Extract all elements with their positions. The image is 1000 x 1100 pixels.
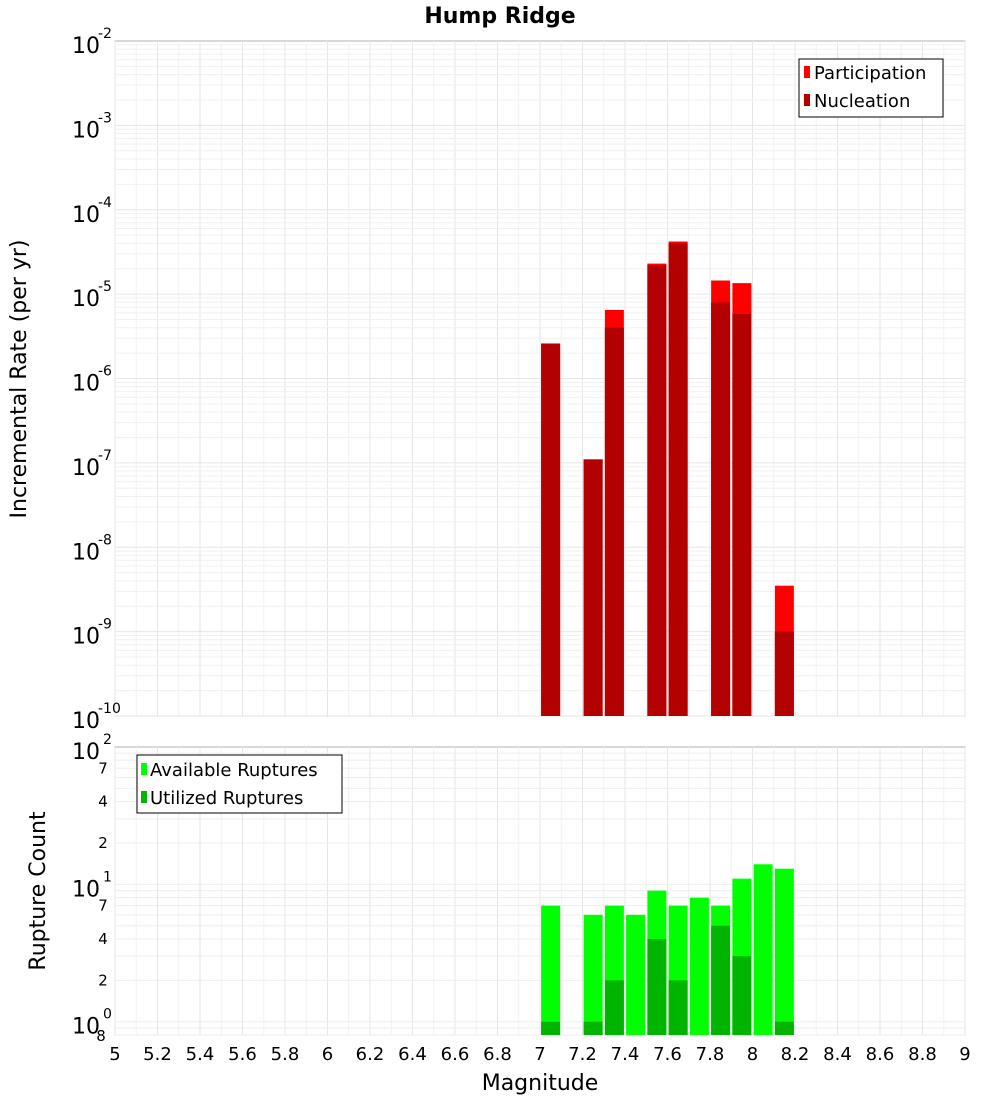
y-tick-exponent: -8 [98,532,112,548]
y-tick-label: 10 [72,34,100,59]
bar-nucleation [541,343,561,716]
top-bars [541,241,794,717]
y-tick-label: 10 [72,877,100,902]
legend-label-available-ruptures: Available Ruptures [150,760,318,781]
x-tick-label: 6.4 [398,1044,427,1065]
y-tick-label: 10 [72,709,100,734]
x-tick-label: 8.4 [823,1044,852,1065]
y-tick-exponent: -2 [98,26,112,42]
legend-swatch-participation [804,66,810,78]
bar-available-ruptures [541,905,561,1035]
y-tick-minor-label: 7 [98,897,108,915]
x-axis-ticks: 5 5.2 5.4 5.6 5.8 6 6.2 6.4 6.6 6.8 7 7.2 7.4 7.6 7.8 8… [109,1044,970,1065]
x-tick-label: 5.6 [228,1044,257,1065]
bar-available-ruptures [774,868,794,1035]
bottom-grid [114,747,966,1036]
y-tick-label: 10 [72,203,100,228]
bar-utilized-ruptures [732,956,752,1035]
y-tick-minor-label: 2 [98,971,108,989]
y-tick-exponent: 0 [103,1007,112,1023]
top-grid [114,41,966,717]
y-tick-label: 10 [72,740,100,765]
x-tick-label: 7.6 [653,1044,682,1065]
bar-nucleation [732,314,752,716]
legend-label-utilized-ruptures: Utilized Ruptures [150,788,303,809]
bar-nucleation [583,459,603,716]
x-tick-label: 5.4 [186,1044,215,1065]
y-tick-minor-label: 8 [96,1027,106,1045]
legend-swatch-nucleation [804,94,810,106]
x-tick-label: 8.6 [866,1044,895,1065]
y-tick-label: 10 [72,287,100,312]
y-tick-label: 10 [72,1015,100,1040]
bar-available-ruptures [689,897,709,1035]
bar-utilized-ruptures [647,939,667,1035]
bar-utilized-ruptures [711,925,731,1035]
bar-nucleation [647,265,667,716]
bar-utilized-ruptures [668,980,688,1035]
x-tick-label: 6.8 [483,1044,512,1065]
y-tick-exponent: -6 [98,364,112,380]
bar-available-ruptures [626,914,646,1035]
y-tick-label: 10 [72,540,100,565]
top-legend: Participation Nucleation [798,58,944,118]
x-tick-label: 7.2 [568,1044,597,1065]
bottom-legend: Available Ruptures Utilized Ruptures [136,754,343,814]
legend-swatch-available [141,763,147,775]
x-tick-label: 8.2 [781,1044,810,1065]
bar-utilized-ruptures [774,1021,794,1035]
x-tick-label: 6 [322,1044,333,1065]
y-tick-minor-label: 4 [98,930,108,948]
x-tick-label: 7 [534,1044,545,1065]
chart-title: Hump Ridge [424,4,575,29]
bar-available-ruptures [753,864,773,1035]
x-tick-label: 9 [959,1044,970,1065]
legend-swatch-utilized [141,791,147,803]
bar-utilized-ruptures [541,1021,561,1035]
y-tick-label: 10 [72,372,100,397]
y-tick-label: 10 [72,456,100,481]
y-tick-label: 10 [72,625,100,650]
bar-utilized-ruptures [604,980,624,1035]
x-axis-label: Magnitude [482,1071,599,1096]
x-tick-label: 5.2 [143,1044,172,1065]
y-tick-exponent: -9 [98,617,112,633]
legend-label-nucleation: Nucleation [814,91,910,112]
bottom-bars [541,864,794,1035]
x-tick-label: 7.4 [611,1044,640,1065]
y-tick-minor-label: 2 [98,834,108,852]
x-tick-label: 6.6 [441,1044,470,1065]
x-tick-label: 8 [747,1044,758,1065]
top-y-axis-label: Incremental Rate (per yr) [7,240,32,519]
y-tick-minor-label: 4 [98,793,108,811]
bar-available-ruptures [583,914,603,1035]
bar-nucleation [604,327,624,716]
x-tick-label: 6.2 [356,1044,385,1065]
y-tick-exponent: -4 [98,195,112,211]
y-tick-minor-label: 7 [98,759,108,777]
x-tick-label: 5.8 [271,1044,300,1065]
y-tick-exponent: -3 [98,110,112,126]
x-tick-label: 8.8 [908,1044,937,1065]
bottom-y-axis-label: Rupture Count [26,811,51,971]
x-tick-label: 7.8 [696,1044,725,1065]
x-tick-label: 5 [109,1044,120,1065]
y-tick-exponent: -7 [98,448,112,464]
bar-utilized-ruptures [583,1021,603,1035]
bar-nucleation [668,243,688,717]
y-tick-exponent: -10 [98,701,121,717]
y-tick-exponent: 2 [103,732,112,748]
y-tick-exponent: -5 [98,279,112,295]
y-tick-exponent: 1 [103,869,112,885]
y-tick-label: 10 [72,118,100,143]
bar-nucleation [774,631,794,716]
bar-nucleation [711,302,731,716]
legend-label-participation: Participation [814,63,926,84]
